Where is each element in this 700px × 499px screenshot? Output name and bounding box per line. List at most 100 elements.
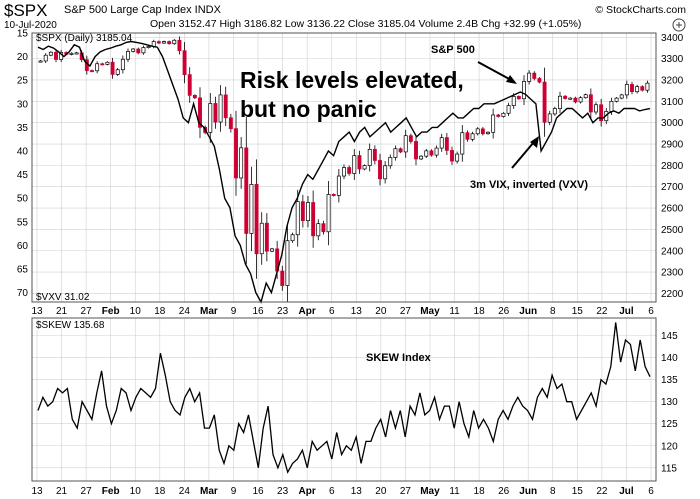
candle-body bbox=[321, 223, 326, 233]
skew-title: SKEW Index bbox=[366, 352, 432, 364]
candle-body bbox=[558, 95, 562, 109]
vxv-y-tick: 65 bbox=[17, 264, 29, 275]
candle-body bbox=[465, 132, 470, 140]
candle-body bbox=[599, 104, 604, 122]
skew-line bbox=[37, 322, 651, 474]
skew-x-tick: May bbox=[420, 486, 440, 497]
skew-x-tick: 6 bbox=[329, 486, 335, 497]
price-y-tick: 3400 bbox=[661, 33, 684, 44]
price-x-tick: 16 bbox=[252, 306, 264, 317]
candle-body bbox=[563, 95, 568, 99]
headline-line1: Risk levels elevated, bbox=[240, 67, 464, 93]
candle-body bbox=[259, 222, 264, 255]
candle-body bbox=[187, 74, 192, 96]
candle-body bbox=[532, 72, 537, 79]
candle-body bbox=[162, 41, 166, 44]
vxv-y-tick: 50 bbox=[17, 194, 29, 205]
candle-body bbox=[146, 46, 151, 49]
candle-body bbox=[362, 165, 367, 170]
vxv-y-tick: 30 bbox=[17, 99, 29, 110]
price-panel-frame bbox=[31, 32, 657, 303]
candle-body bbox=[398, 148, 403, 153]
price-x-tick: Apr bbox=[299, 306, 316, 317]
price-x-tick: 13 bbox=[31, 306, 43, 317]
candle-body bbox=[645, 82, 650, 91]
candle-body bbox=[182, 50, 187, 75]
price-x-tick: 21 bbox=[56, 306, 68, 317]
price-x-tick: 6 bbox=[329, 306, 335, 317]
vxv-y-tick: 20 bbox=[17, 52, 29, 63]
candle-body bbox=[640, 86, 645, 91]
headline-line2: but no panic bbox=[240, 96, 377, 122]
candle-body bbox=[115, 69, 120, 75]
candle-body bbox=[43, 54, 48, 62]
candle-body bbox=[213, 103, 218, 123]
price-x-tick: Jun bbox=[519, 306, 537, 317]
skew-x-tick: 13 bbox=[351, 486, 363, 497]
candle-body bbox=[486, 131, 490, 135]
candle-body bbox=[198, 97, 202, 128]
price-y-tick: 2200 bbox=[661, 289, 684, 300]
skew-x-tick: 10 bbox=[130, 486, 142, 497]
skew-x-tick: 15 bbox=[572, 486, 584, 497]
candle-body bbox=[218, 94, 223, 123]
candle-body bbox=[357, 155, 362, 170]
vxv-arrow bbox=[511, 136, 539, 169]
vxv-y-tick: 55 bbox=[17, 217, 29, 228]
vxv-y-tick: 25 bbox=[17, 76, 29, 87]
candle-body bbox=[583, 94, 588, 99]
skew-x-tick: 21 bbox=[56, 486, 68, 497]
candle-body bbox=[228, 117, 233, 129]
candle-body bbox=[594, 104, 598, 113]
vxv-y-tick: 45 bbox=[17, 170, 29, 181]
zoom-icon[interactable] bbox=[672, 18, 686, 32]
candle-body bbox=[496, 114, 501, 117]
candle-body bbox=[522, 81, 526, 100]
candle-body bbox=[393, 148, 398, 158]
candle-body bbox=[460, 132, 465, 155]
candle-body bbox=[270, 248, 274, 252]
copyright-link[interactable]: © StockCharts.com bbox=[595, 4, 686, 16]
chart-symbol: $SPX bbox=[4, 1, 48, 20]
price-x-tick: 9 bbox=[231, 306, 237, 317]
candle-body bbox=[342, 167, 346, 177]
candle-body bbox=[388, 157, 393, 167]
candle-body bbox=[110, 61, 115, 75]
price-x-tick: May bbox=[420, 306, 440, 317]
skew-x-tick: 20 bbox=[375, 486, 387, 497]
price-x-tick: 8 bbox=[550, 306, 556, 317]
candle-body bbox=[336, 175, 341, 196]
chart-subtitle: S&P 500 Large Cap Index INDX bbox=[64, 4, 221, 16]
candle-body bbox=[450, 150, 454, 162]
candle-body bbox=[280, 270, 285, 286]
candle-body bbox=[90, 70, 94, 73]
price-x-tick: 26 bbox=[498, 306, 510, 317]
price-x-tick: 18 bbox=[474, 306, 486, 317]
price-y-tick: 2400 bbox=[661, 246, 684, 257]
candle-body bbox=[192, 94, 197, 99]
skew-x-tick: 18 bbox=[154, 486, 166, 497]
skew-y-tick: 135 bbox=[661, 375, 678, 386]
skew-x-tick: 27 bbox=[81, 486, 93, 497]
price-x-tick: 20 bbox=[375, 306, 387, 317]
skew-x-tick: Mar bbox=[200, 486, 218, 497]
candle-body bbox=[414, 141, 418, 160]
candle-body bbox=[588, 94, 593, 113]
candle-body bbox=[234, 128, 238, 179]
candle-body bbox=[100, 63, 105, 66]
candle-body bbox=[614, 97, 619, 102]
candle-body bbox=[38, 60, 43, 63]
candle-body bbox=[491, 114, 496, 133]
candle-body bbox=[378, 160, 382, 180]
price-y-tick: 2500 bbox=[661, 225, 684, 236]
quote-summary: Open 3152.47 High 3186.82 Low 3136.22 Cl… bbox=[150, 18, 582, 30]
candle-body bbox=[439, 137, 444, 149]
candle-body bbox=[568, 97, 573, 100]
skew-x-tick: 6 bbox=[648, 486, 654, 497]
price-x-tick: 22 bbox=[596, 306, 608, 317]
vxv-annotation: 3m VIX, inverted (VXV) bbox=[470, 179, 588, 191]
skew-y-tick: 130 bbox=[661, 397, 678, 408]
price-x-tick: Mar bbox=[200, 306, 218, 317]
price-y-tick: 2300 bbox=[661, 268, 684, 279]
